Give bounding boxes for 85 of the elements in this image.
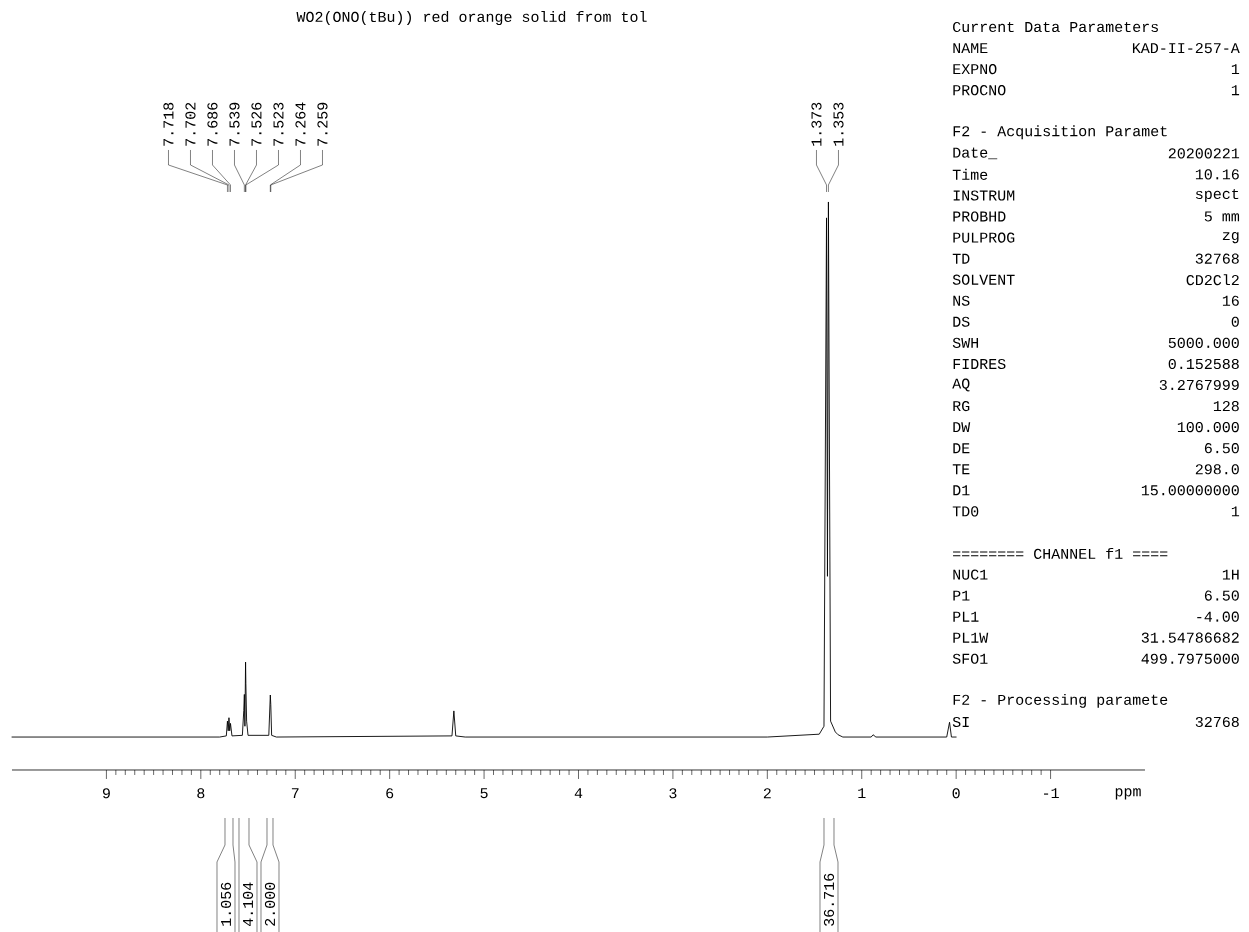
- annotation: SFO1: [952, 653, 988, 664]
- text: 5000.000: [1168, 337, 1239, 348]
- annotation: P1: [953, 590, 970, 601]
- annotation: 7.686: [207, 102, 218, 146]
- x-tick-label: 2: [763, 788, 771, 799]
- x-tick-label: 1: [858, 788, 866, 798]
- text: 32768: [1195, 253, 1239, 264]
- annotation: 7.526: [251, 102, 262, 146]
- x-axis-title: ppm: [1115, 788, 1141, 800]
- annotation: SI: [952, 716, 969, 727]
- annotation: 7.539: [229, 102, 240, 146]
- annotation: ======== CHANNEL f1 ====: [953, 547, 1168, 559]
- text: 16: [1222, 295, 1239, 306]
- annotation: 499.7975000: [1141, 653, 1239, 664]
- annotation: F2 - Processing paramete: [953, 693, 1168, 708]
- annotation: DW: [953, 422, 971, 432]
- annotation: TD: [952, 253, 970, 264]
- annotation: AQ: [952, 378, 970, 392]
- annotation: PROBHD: [953, 211, 1006, 222]
- text: 1: [1231, 506, 1240, 517]
- annotation: 7.264: [295, 102, 306, 146]
- text: 1: [1231, 85, 1240, 96]
- text: Date_: [953, 147, 998, 160]
- text: CD2Cl2: [1186, 274, 1239, 286]
- x-tick-label: 5: [480, 788, 488, 799]
- text: 36.716: [823, 873, 835, 926]
- x-tick-label: 8: [197, 788, 205, 799]
- text: 0: [1231, 316, 1239, 327]
- text: INSTRUM: [953, 190, 1015, 201]
- text: PROCNO: [953, 84, 1006, 96]
- text: 32768: [1195, 716, 1239, 727]
- annotation: PL1W: [953, 632, 989, 643]
- text: Time: [952, 168, 988, 180]
- text: 5 mm: [1204, 211, 1240, 222]
- annotation: DE: [953, 443, 970, 454]
- text: -4.00: [1197, 611, 1239, 622]
- annotation: 15.00000000: [1141, 485, 1239, 496]
- text: 6.50: [1204, 442, 1239, 454]
- annotation: TD0: [952, 506, 979, 517]
- x-tick-label: 4: [574, 788, 583, 798]
- text: spect: [1196, 188, 1239, 202]
- annotation: PL1: [953, 611, 979, 622]
- x-tick-label: 7: [291, 788, 299, 798]
- text: 2.000: [264, 882, 276, 926]
- annotation: 31.54786682: [1141, 632, 1239, 643]
- text: 1.056: [220, 882, 232, 926]
- text: 0.152588: [1168, 358, 1239, 369]
- text: 6.50: [1204, 590, 1239, 601]
- annotation: 7.259: [317, 102, 328, 146]
- annotation: 7.523: [273, 102, 284, 146]
- text: 1: [1231, 64, 1240, 74]
- annotation: NS: [953, 295, 970, 306]
- annotation: 1.373: [811, 102, 822, 146]
- x-tick-label: 6: [386, 788, 394, 799]
- text: 128: [1213, 400, 1239, 412]
- annotation: PULPROG: [953, 232, 1015, 243]
- annotation: FIDRES: [953, 358, 1006, 369]
- chart-title: WO2(ONO(tBu)) red orange solid from tol: [296, 10, 647, 25]
- text: Current Data Parameters: [953, 21, 1158, 32]
- text: KAD-II-257-A: [1132, 42, 1240, 54]
- annotation: RG: [953, 400, 970, 412]
- x-tick-label: 9: [102, 788, 110, 799]
- text: 10.16: [1195, 169, 1239, 180]
- x-tick-label: 3: [669, 788, 677, 799]
- annotation: 7.718: [163, 102, 174, 146]
- annotation: 1.353: [833, 102, 844, 146]
- text: 298.0: [1195, 464, 1239, 475]
- text: 100.000: [1177, 421, 1239, 433]
- text: EXPNO: [953, 63, 997, 75]
- text: 20200221: [1168, 148, 1240, 159]
- text: zg: [1222, 231, 1239, 244]
- annotation: SWH: [952, 337, 979, 348]
- annotation: D1: [953, 485, 970, 496]
- annotation: DS: [953, 316, 970, 327]
- annotation: 7.702: [185, 102, 196, 146]
- text: NAME: [953, 43, 988, 53]
- x-tick-label: 0: [952, 788, 960, 799]
- x-tick-label: -1: [1044, 788, 1059, 798]
- annotation: SOLVENT: [952, 274, 1015, 285]
- annotation: NUC1: [953, 569, 988, 580]
- text: 1H: [1222, 569, 1239, 580]
- text: F2 - Acquisition Paramet: [953, 125, 1167, 140]
- text: 4.104: [242, 882, 254, 926]
- text: 3.2767999: [1159, 379, 1239, 390]
- annotation: TE: [952, 464, 970, 475]
